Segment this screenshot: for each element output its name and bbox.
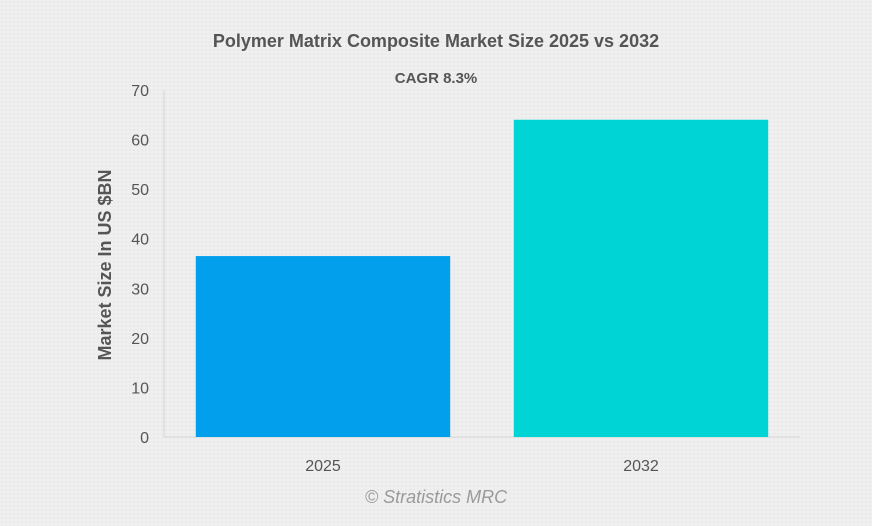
x-tick-labels: 2025 2032 — [305, 458, 659, 475]
x-tick-label: 2025 — [305, 458, 341, 475]
y-tick-label: 40 — [131, 232, 149, 249]
y-tick-label: 30 — [131, 281, 149, 298]
x-axis: 2025 2032 — [164, 436, 800, 475]
y-tick-label: 70 — [131, 83, 149, 100]
x-tick-label: 2032 — [623, 458, 659, 475]
y-tick-labels: 0 10 20 30 40 50 60 70 — [131, 83, 149, 447]
watermark: © Stratistics MRC — [364, 487, 508, 507]
bars — [195, 119, 769, 437]
chart-title: Polymer Matrix Composite Market Size 202… — [212, 31, 660, 51]
y-tick-label: 10 — [131, 380, 149, 397]
bar-2032 — [513, 119, 769, 437]
bar-2025 — [195, 256, 451, 437]
chart-subtitle: CAGR 8.3% — [394, 70, 478, 87]
y-tick-label: 20 — [131, 331, 149, 348]
y-axis-title: Market Size In US $BN — [95, 169, 115, 360]
y-tick-label: 60 — [131, 133, 149, 150]
y-tick-label: 50 — [131, 182, 149, 199]
y-tick-label: 0 — [140, 430, 149, 447]
y-axis: 0 10 20 30 40 50 60 70 Market Size In US $BN — [95, 83, 165, 447]
